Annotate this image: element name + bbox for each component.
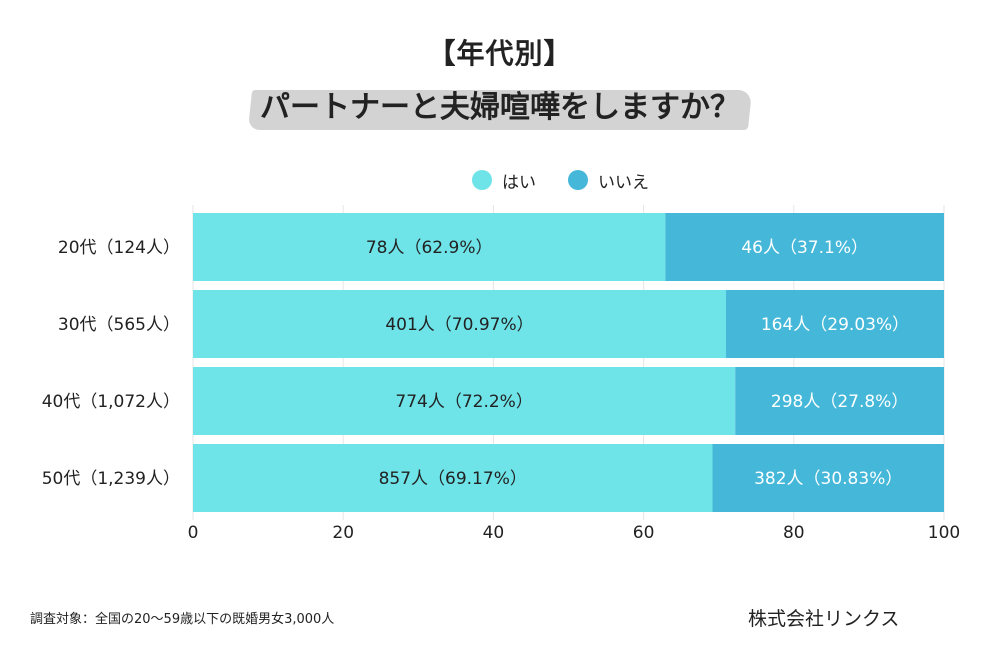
data-label-yes-3: 857人（69.17%）	[379, 469, 527, 489]
x-tick-label-60: 60	[633, 523, 655, 543]
x-tick-label-80: 80	[783, 523, 805, 543]
chart-title: 【年代別】 パートナーと夫婦喧嘩をしますか？	[0, 32, 1000, 130]
legend-swatch-no	[568, 170, 588, 190]
data-label-no-2: 298人（27.8%）	[771, 392, 908, 412]
data-label-no-3: 382人（30.83%）	[754, 469, 902, 489]
legend-item-yes: はい	[472, 168, 536, 193]
category-label-1: 30代（565人）	[58, 315, 180, 335]
category-label-0: 20代（124人）	[58, 238, 180, 258]
data-label-no-1: 164人（29.03%）	[761, 315, 909, 335]
legend-item-no: いいえ	[568, 168, 649, 193]
data-label-yes-1: 401人（70.97%）	[385, 315, 533, 335]
footnote: 調査対象：全国の20〜59歳以下の既婚男女3,000人	[30, 612, 335, 627]
bar-yes-3	[193, 444, 713, 512]
title-line-2-wrap: パートナーと夫婦喧嘩をしますか？	[247, 82, 753, 130]
data-label-yes-2: 774人（72.2%）	[395, 392, 532, 412]
bar-no-2	[735, 367, 944, 435]
legend-label-no: いいえ	[598, 172, 649, 193]
bar-no-3	[712, 444, 944, 512]
legend-swatch-yes	[472, 170, 492, 190]
legend: はい いいえ	[472, 168, 681, 193]
bar-yes-0	[193, 213, 666, 281]
data-label-no-0: 46人（37.1%）	[741, 238, 868, 258]
title-line-1: 【年代別】	[427, 37, 573, 70]
bar-no-1	[725, 290, 944, 358]
x-tick-label-0: 0	[188, 523, 199, 543]
data-label-yes-0: 78人（62.9%）	[366, 238, 493, 258]
bar-yes-2	[193, 367, 736, 435]
category-label-3: 50代（1,239人）	[42, 469, 180, 489]
x-tick-label-20: 20	[332, 523, 354, 543]
bar-no-0	[665, 213, 944, 281]
x-tick-label-100: 100	[928, 523, 960, 543]
title-line-2: パートナーと夫婦喧嘩をしますか？	[260, 90, 740, 125]
company-name: 株式会社リンクス	[748, 608, 900, 630]
x-tick-label-40: 40	[483, 523, 505, 543]
category-label-2: 40代（1,072人）	[42, 392, 180, 412]
bar-yes-1	[193, 290, 726, 358]
legend-label-yes: はい	[502, 172, 536, 193]
